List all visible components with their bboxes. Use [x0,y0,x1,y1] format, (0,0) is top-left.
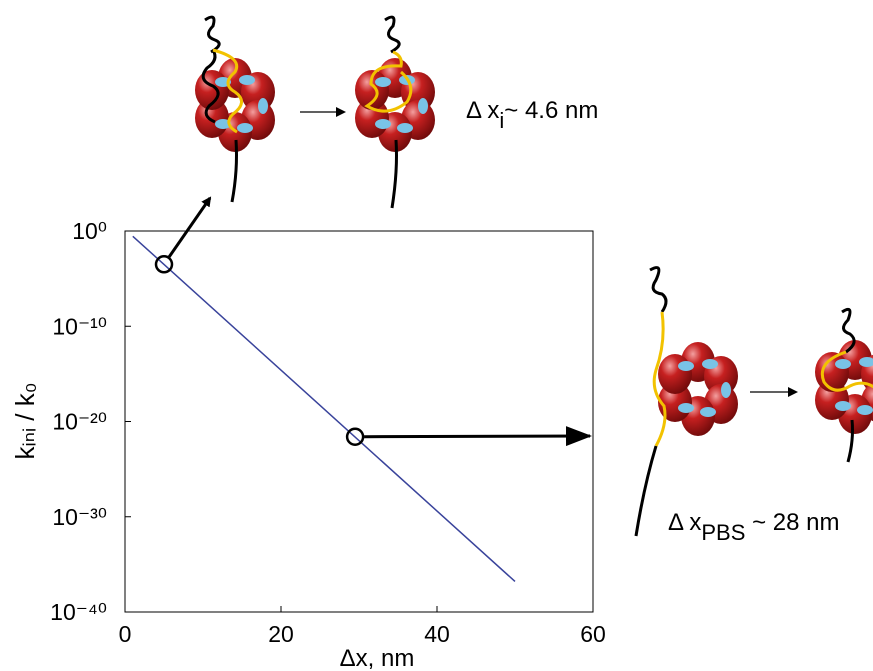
y-tick-label: 10⁻⁴⁰ [50,599,107,625]
annotation-text: Δ x [466,97,499,124]
annotation: Δ xi~ 4.6 nm [466,97,598,133]
data-line [132,235,516,583]
y-tick-label: 10⁰ [72,218,107,244]
annotation-subscript: i [499,108,504,133]
highlight-point [345,427,365,447]
illustration-initial-2 [634,266,738,537]
illustration-initial-1 [195,15,275,203]
x-tick-label: 20 [268,621,294,647]
annotation-rest: ~ 4.6 nm [504,97,598,124]
x-tick-label: 40 [424,621,450,647]
y-axis-label: kᵢₙᵢ / k₀ [10,383,40,460]
annotation: Δ xPBS ~ 28 nm [668,509,839,545]
plot-frame [124,230,594,613]
annotation-rest: ~ 28 nm [745,509,839,536]
x-tick-label: 0 [119,621,132,647]
callout-arrow [167,196,212,258]
x-axis-label: Δx, nm [340,645,415,671]
y-tick-label: 10⁻³⁰ [52,504,107,530]
y-tick-label: 10⁻²⁰ [52,409,107,435]
y-tick-label: 10⁻¹⁰ [52,313,107,339]
illustration-final-2 [815,307,873,463]
annotation-text: Δ x [668,509,701,536]
callout-arrow [364,426,592,447]
illustration-final-1 [355,15,435,209]
highlight-point [154,255,174,274]
annotation-subscript: PBS [701,520,745,545]
x-tick-label: 60 [580,621,606,647]
